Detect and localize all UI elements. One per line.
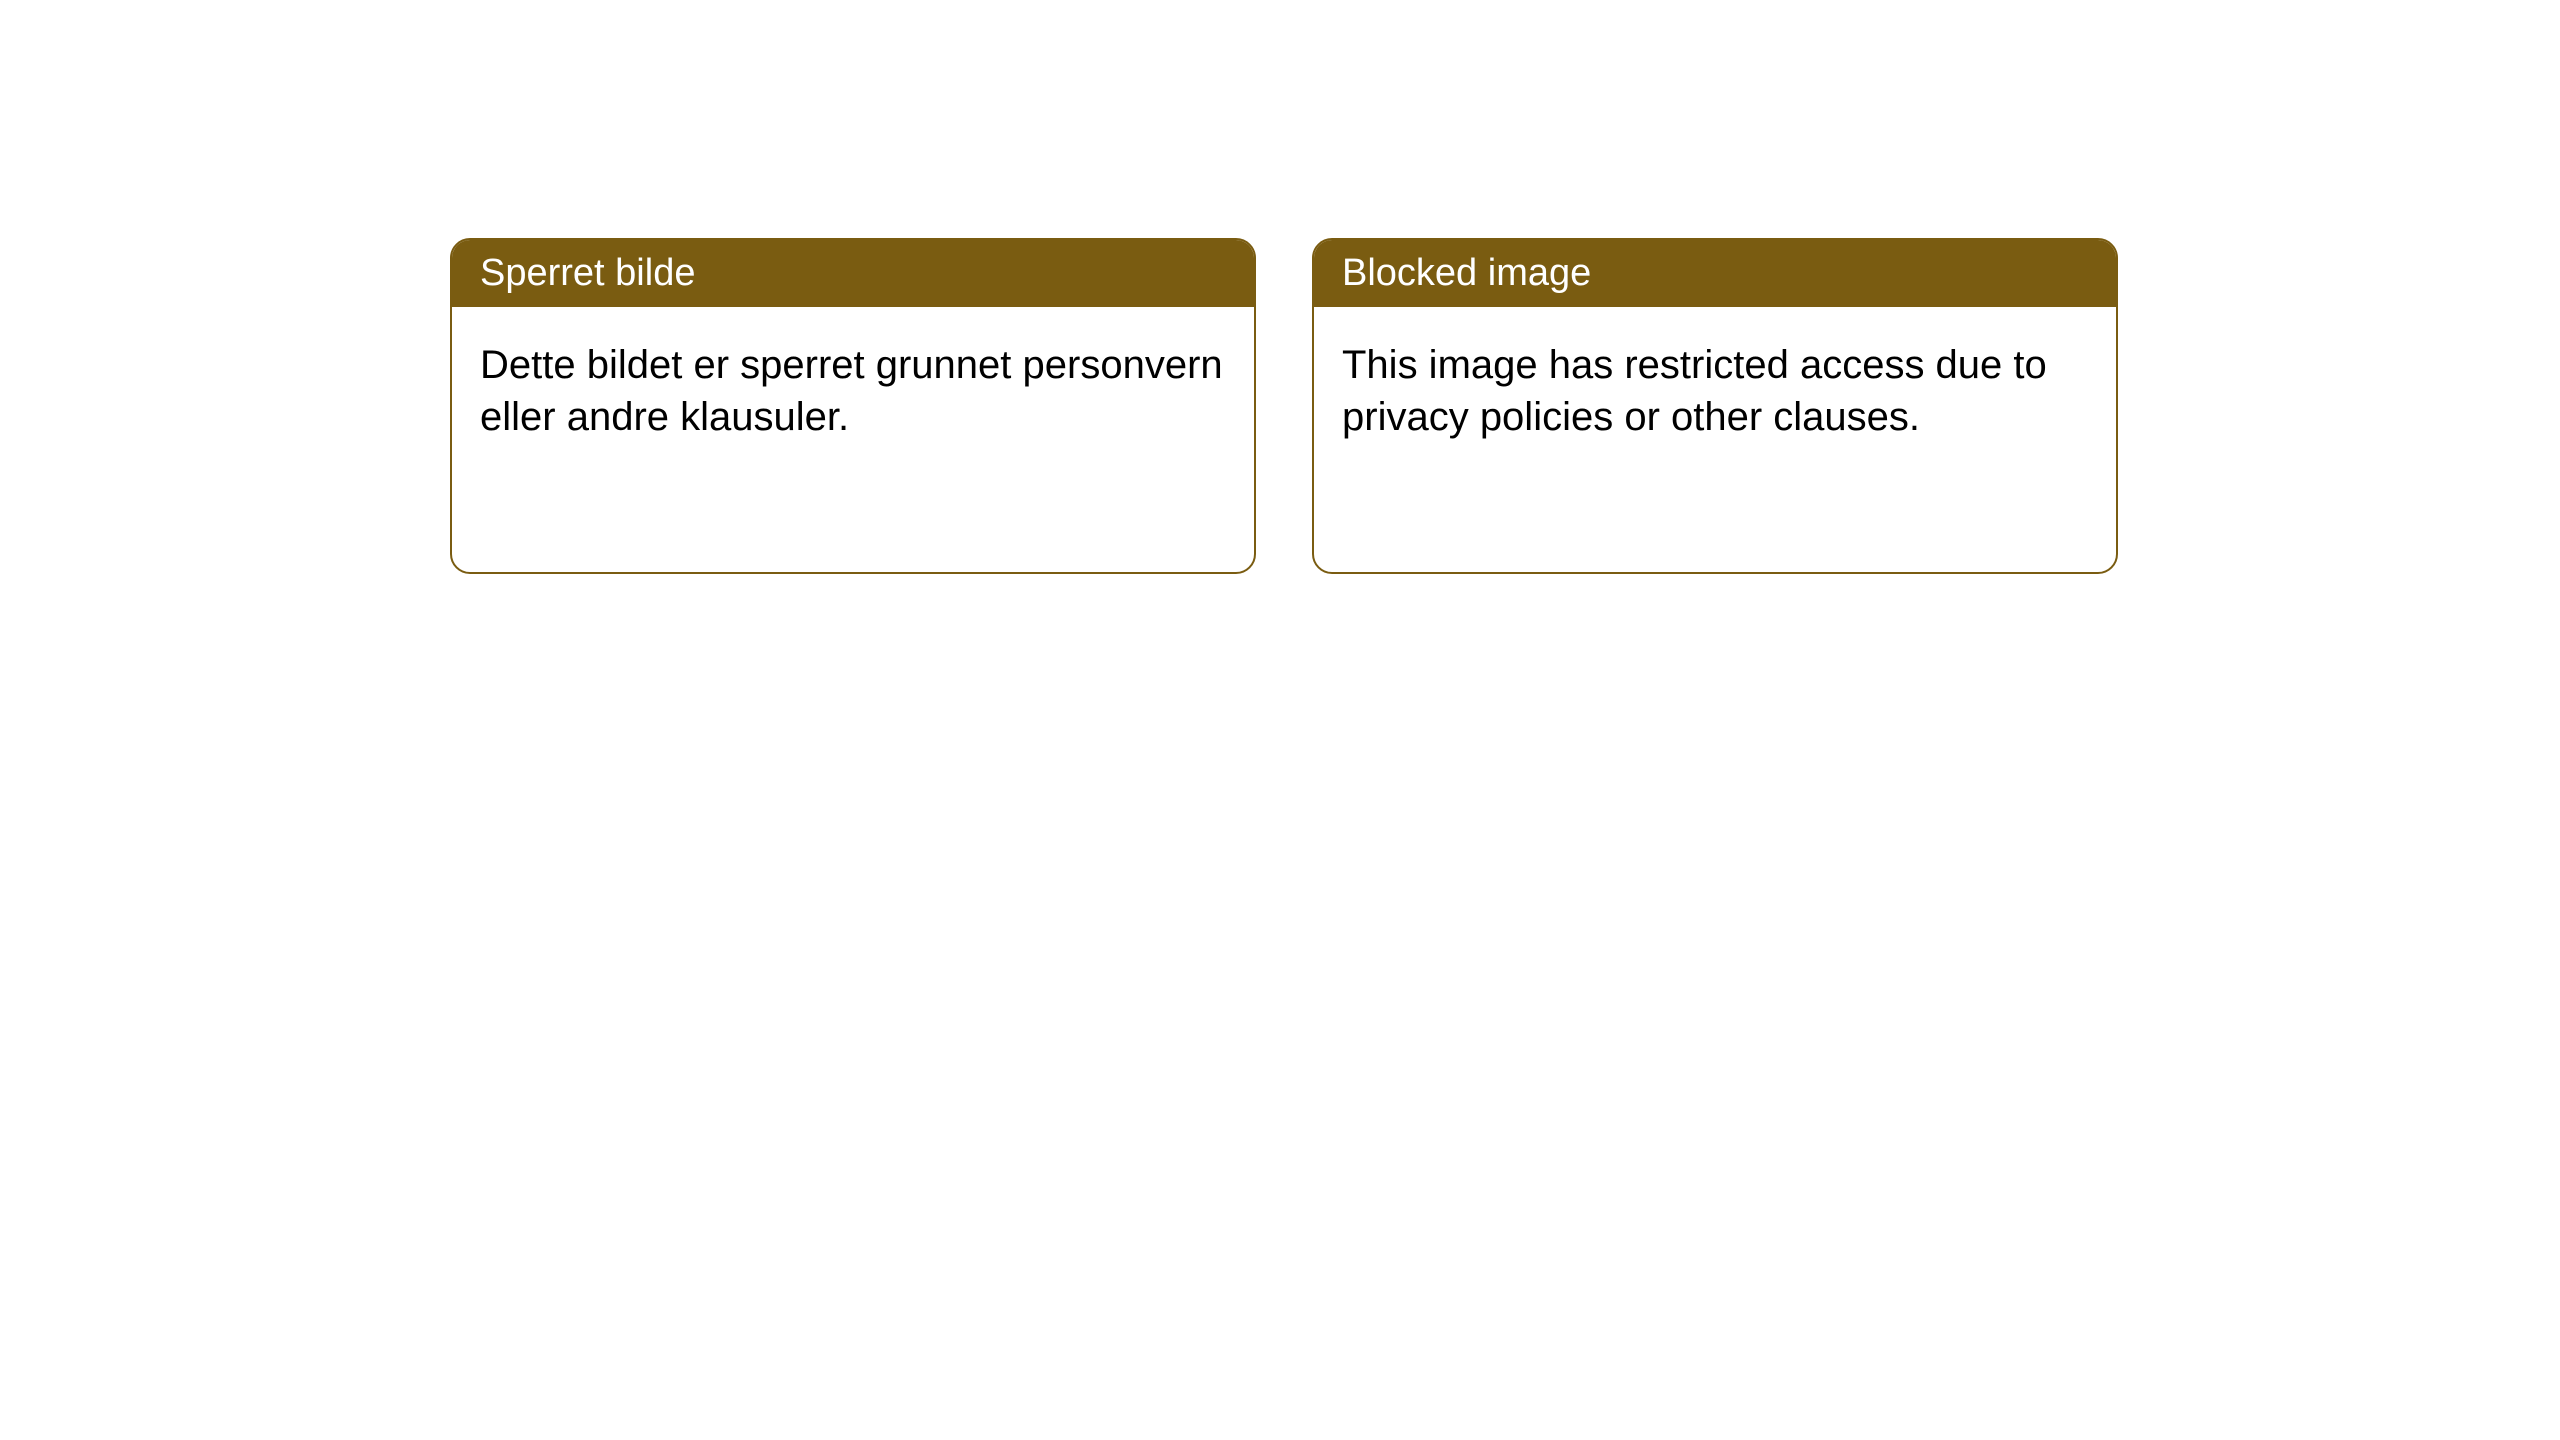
notice-title-norwegian: Sperret bilde [480,252,695,294]
notice-body-english: This image has restricted access due to … [1314,307,2116,475]
notice-header-english: Blocked image [1314,240,2116,307]
notice-body-norwegian: Dette bildet er sperret grunnet personve… [452,307,1254,475]
notice-text-norwegian: Dette bildet er sperret grunnet personve… [480,343,1223,439]
notice-card-english: Blocked image This image has restricted … [1312,238,2118,574]
notice-text-english: This image has restricted access due to … [1342,343,2047,439]
notice-container: Sperret bilde Dette bildet er sperret gr… [0,0,2560,574]
notice-card-norwegian: Sperret bilde Dette bildet er sperret gr… [450,238,1256,574]
notice-header-norwegian: Sperret bilde [452,240,1254,307]
notice-title-english: Blocked image [1342,252,1591,294]
